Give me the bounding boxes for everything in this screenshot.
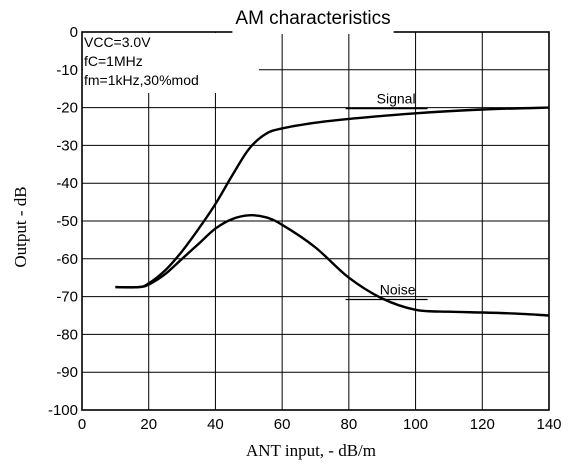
noise-label: Noise — [380, 281, 416, 297]
tick-labels: 0 20 40 60 80 100 120 140 0 -10 -20 -30 -40 -50 -60 -70… — [48, 24, 562, 433]
signal-curve — [115, 106, 550, 289]
y-tick-label: -50 — [56, 213, 78, 230]
x-tick-label: 40 — [207, 416, 224, 433]
grid — [82, 32, 549, 410]
condition-fm: fm=1kHz,30%mod — [84, 72, 199, 88]
x-tick-label: 0 — [78, 416, 86, 433]
y-tick-label: -40 — [56, 175, 78, 192]
conditions-box — [83, 33, 259, 93]
chart-title: AM characteristics — [235, 8, 390, 29]
x-tick-label: 80 — [341, 416, 358, 433]
y-tick-label: -30 — [56, 137, 78, 154]
condition-vcc: VCC=3.0V — [84, 34, 151, 50]
y-tick-label: -100 — [48, 402, 78, 419]
x-tick-label: 140 — [536, 416, 561, 433]
x-tick-label: 60 — [274, 416, 291, 433]
x-axis-label: ANT input, - dB/m — [246, 441, 376, 460]
x-tick-label: 120 — [470, 416, 495, 433]
y-tick-label: -20 — [56, 100, 78, 117]
y-tick-label: -10 — [56, 62, 78, 79]
x-tick-label: 20 — [140, 416, 157, 433]
condition-fc: fC=1MHz — [84, 53, 143, 69]
signal-label: Signal — [377, 91, 416, 107]
y-tick-label: -90 — [56, 364, 78, 381]
x-tick-label: 100 — [403, 416, 428, 433]
y-tick-label: -70 — [56, 289, 78, 306]
y-tick-label: -60 — [56, 251, 78, 268]
title-background — [232, 31, 394, 34]
noise-curve — [115, 214, 550, 317]
y-tick-label: -80 — [56, 326, 78, 343]
curves — [115, 106, 550, 317]
y-axis-label: Output - dB — [11, 186, 30, 267]
y-tick-label: 0 — [70, 24, 78, 41]
